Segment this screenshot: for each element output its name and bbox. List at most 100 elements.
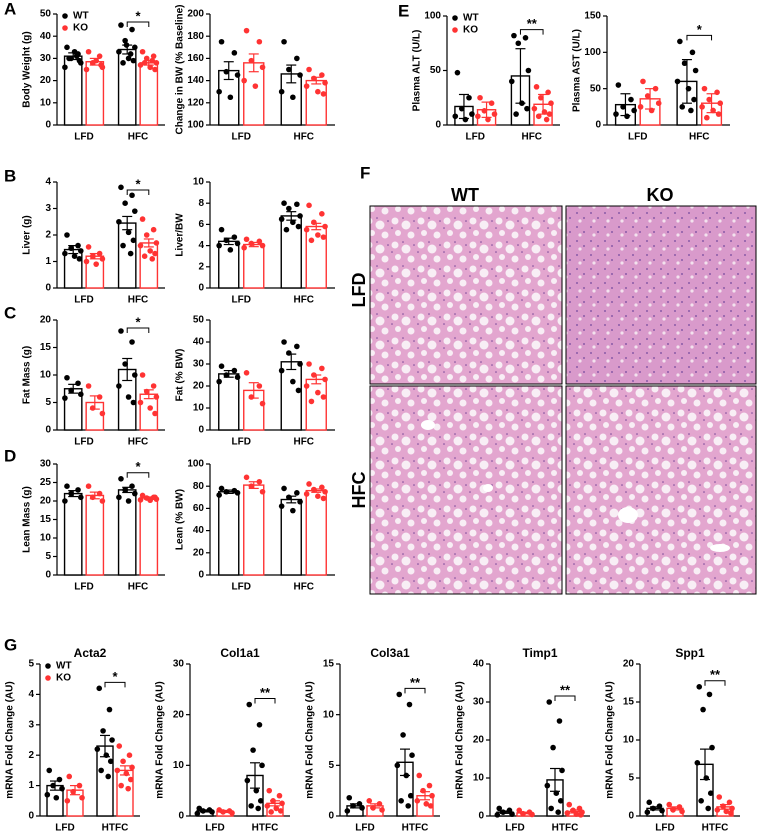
significance-label: ** — [560, 682, 571, 697]
data-point — [200, 808, 206, 814]
y-tick-label: 150 — [584, 11, 601, 22]
data-point — [218, 363, 225, 370]
data-point — [118, 328, 124, 334]
significance-label: ** — [410, 675, 421, 690]
y-axis-label: Body Weight (g) — [22, 31, 33, 107]
data-point — [315, 493, 321, 499]
data-point — [283, 226, 290, 233]
data-point — [130, 237, 137, 244]
y-tick-label: 100 — [424, 11, 441, 22]
data-point — [531, 105, 538, 112]
data-point — [89, 494, 96, 501]
y-axis-label: Fat Mass (g) — [22, 346, 33, 404]
significance-label: * — [697, 22, 703, 37]
vessel — [710, 544, 730, 552]
x-tick-label: HFC — [128, 437, 149, 448]
data-point — [689, 49, 696, 56]
data-point — [469, 111, 475, 117]
histology-image — [369, 385, 563, 595]
y-tick-label: 0 — [435, 120, 441, 131]
data-point — [716, 794, 723, 800]
x-tick-label: LFD — [74, 437, 93, 448]
data-point — [698, 798, 704, 804]
y-tick-label: 1 — [45, 256, 51, 267]
data-point — [429, 792, 435, 799]
y-tick-label: 10 — [193, 177, 205, 188]
y-tick-label: 0 — [328, 811, 334, 822]
y-tick-label: 20 — [193, 547, 205, 558]
y-tick-label: 15 — [323, 659, 335, 670]
data-point — [241, 244, 247, 251]
data-point — [62, 395, 68, 401]
y-tick-label: 3 — [28, 719, 34, 730]
data-point — [46, 767, 53, 774]
y-tick-label: 50 — [193, 315, 205, 326]
data-point — [677, 38, 683, 45]
data-point — [130, 399, 137, 406]
data-point — [311, 486, 317, 493]
x-tick-label: HFC — [293, 437, 314, 448]
data-point — [481, 108, 488, 114]
data-point — [409, 752, 415, 758]
data-point — [491, 111, 498, 117]
legend-marker — [452, 27, 458, 33]
y-axis-label: Liver (g) — [22, 215, 33, 254]
x-tick-label: LFD — [74, 295, 93, 306]
data-point — [62, 250, 68, 257]
x-tick-label: LFD — [655, 823, 674, 834]
data-point — [294, 343, 300, 350]
data-point — [319, 211, 325, 217]
data-point — [137, 242, 144, 249]
data-point — [277, 808, 284, 814]
data-point — [132, 208, 138, 214]
bar — [243, 484, 265, 576]
data-point — [96, 685, 103, 692]
error-bar — [286, 64, 297, 84]
legend-label: WT — [73, 11, 89, 22]
bar — [85, 494, 105, 576]
data-point — [553, 790, 560, 796]
data-point — [509, 811, 515, 817]
y-tick-label: 10 — [40, 97, 52, 108]
y-tick-label: 50 — [590, 83, 602, 94]
significance-bracket — [554, 695, 576, 701]
y-tick-label: 10 — [173, 760, 185, 771]
data-point — [83, 258, 90, 265]
data-point — [66, 773, 73, 780]
data-point — [525, 67, 532, 74]
x-tick-label: LFD — [466, 132, 485, 143]
data-point — [85, 383, 92, 389]
data-point — [670, 807, 676, 813]
x-tick-label: HTFC — [102, 823, 129, 834]
data-point — [149, 57, 156, 64]
y-tick-label: 20 — [193, 381, 205, 392]
y-tick-label: 160 — [187, 53, 204, 64]
data-point — [257, 798, 264, 804]
data-point — [252, 83, 259, 89]
significance-label: * — [135, 176, 141, 191]
data-point — [68, 387, 74, 394]
y-tick-label: 3 — [45, 203, 51, 214]
data-point — [125, 229, 132, 236]
data-point — [705, 805, 711, 812]
bar — [63, 492, 83, 576]
y-tick-label: 15 — [40, 514, 52, 525]
data-point — [406, 701, 413, 708]
legend-label: KO — [73, 23, 88, 34]
data-point — [555, 809, 561, 815]
y-tick-label: 50 — [430, 65, 442, 76]
data-point — [407, 792, 414, 799]
data-point — [462, 116, 469, 123]
data-point — [118, 476, 124, 482]
data-point — [153, 394, 160, 400]
data-point — [83, 66, 90, 73]
data-point — [122, 361, 128, 367]
data-point — [139, 372, 146, 378]
y-tick-label: 0 — [45, 425, 51, 436]
chart-title: Col1a1 — [220, 646, 260, 660]
x-tick-label: LFD — [232, 295, 251, 306]
data-point — [513, 111, 519, 117]
data-point — [405, 803, 412, 809]
y-tick-label: 30 — [40, 459, 52, 470]
